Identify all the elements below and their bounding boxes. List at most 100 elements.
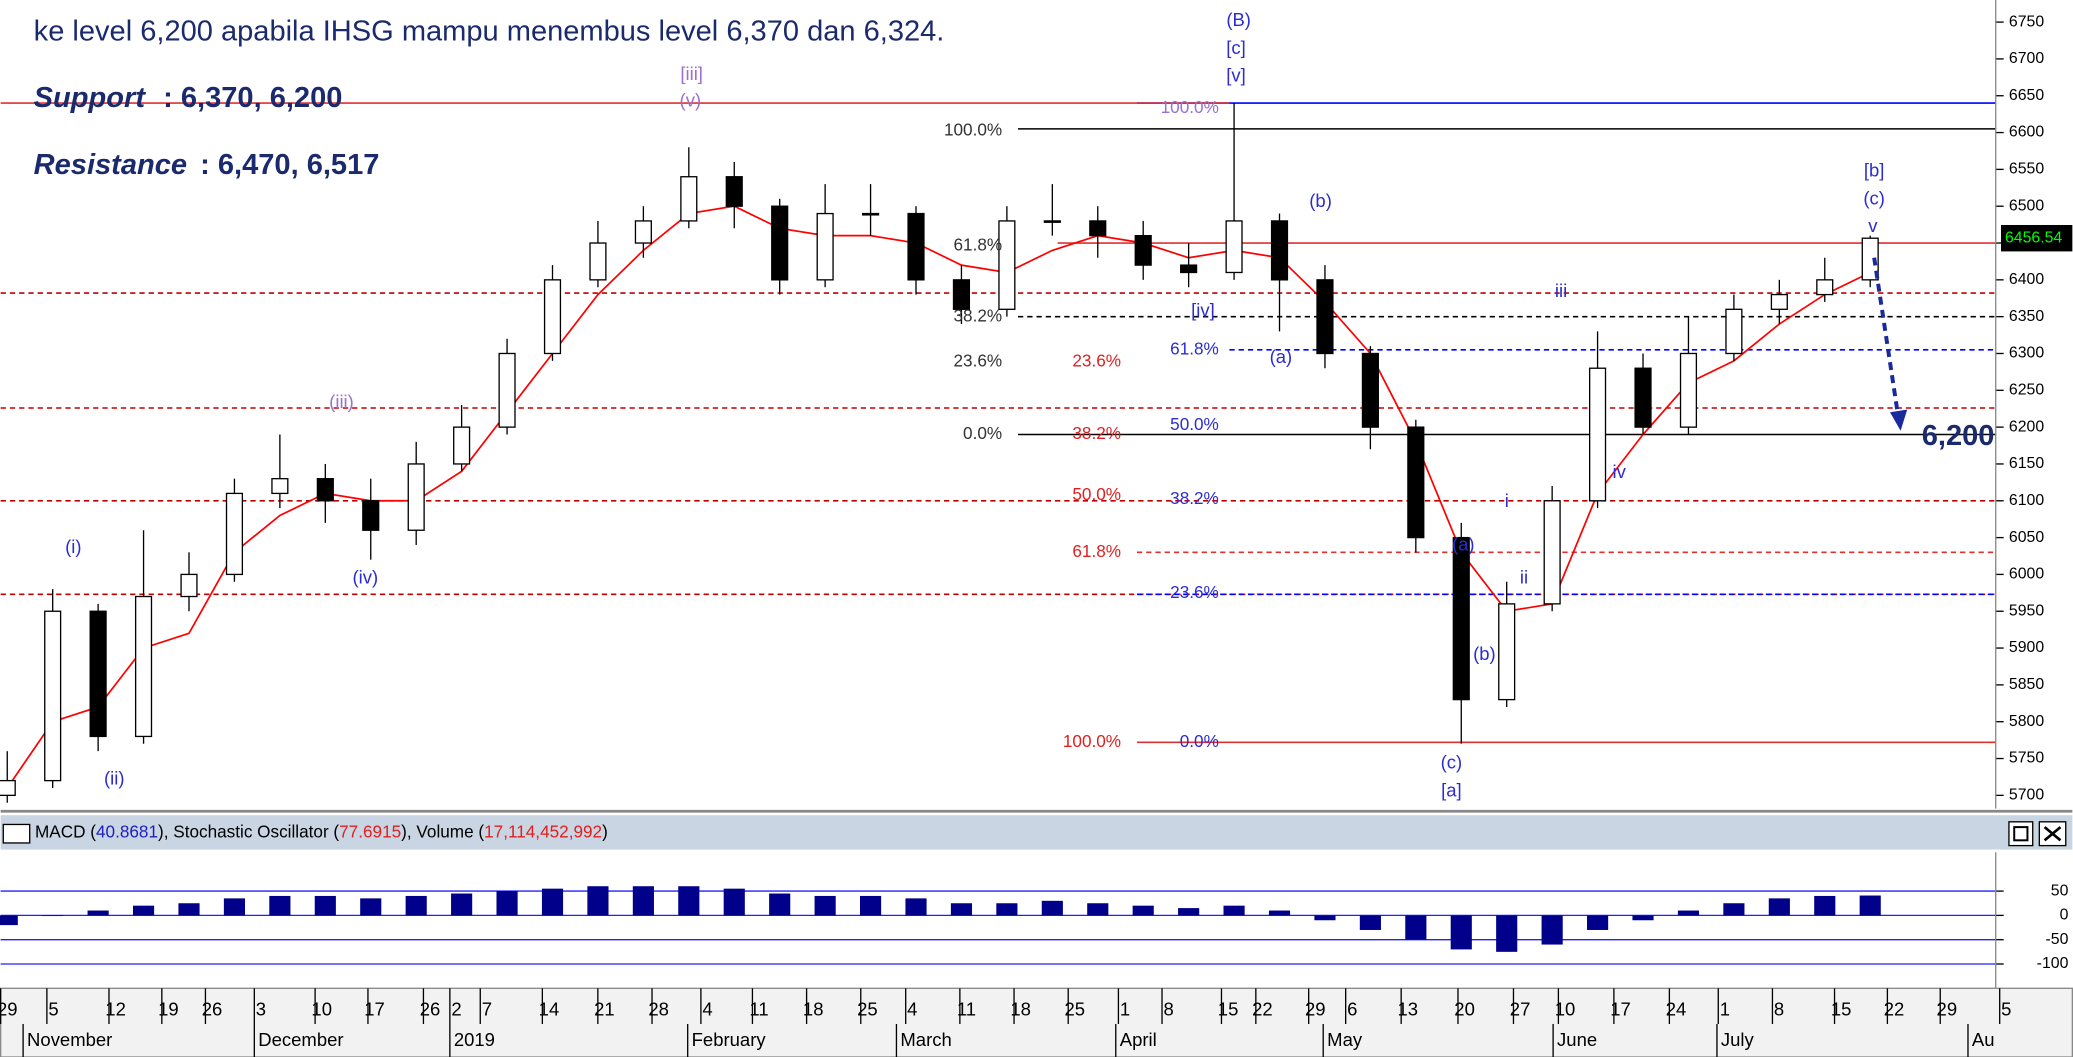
date-label: 15 <box>1831 999 1852 1020</box>
month-label: March <box>900 1029 951 1050</box>
y-tick-label: 6650 <box>2009 87 2044 104</box>
month-label: 2019 <box>454 1029 495 1050</box>
macd-bar <box>1087 903 1109 916</box>
candle-body <box>1861 237 1879 281</box>
date-label: 12 <box>105 999 126 1020</box>
y-tick-label: 5850 <box>2009 676 2044 693</box>
wave-label: [iii] <box>680 63 703 84</box>
date-label: 29 <box>1305 999 1326 1020</box>
candle-body <box>271 478 289 495</box>
candle-body <box>1770 293 1788 310</box>
candle-body <box>1225 220 1243 274</box>
candle-body <box>498 352 516 428</box>
candle-body <box>907 212 925 281</box>
candle-body <box>89 610 107 738</box>
macd-bar <box>1723 903 1745 916</box>
date-label: 14 <box>539 999 560 1020</box>
y-tick-label: 0 <box>2060 907 2069 924</box>
candle-body <box>1316 279 1334 355</box>
macd-bar <box>860 895 882 916</box>
candle-body <box>998 220 1016 310</box>
fib-label: 38.2% <box>1072 423 1121 443</box>
wave-label: (i) <box>65 536 81 557</box>
candle-body <box>1270 220 1289 281</box>
macd-bar <box>1450 915 1472 950</box>
candle-body <box>453 426 471 465</box>
maximize-button[interactable] <box>2008 821 2034 847</box>
candle-body <box>771 205 789 281</box>
target-label: 6,200 <box>1922 420 1995 452</box>
wave-label: (iv) <box>352 567 378 588</box>
candle-body <box>952 279 971 310</box>
resistance-text: : 6,470, 6,517 <box>200 149 379 181</box>
candle-body <box>0 779 16 797</box>
legend-part: 40.8681 <box>96 821 158 841</box>
macd-bar <box>1314 915 1336 921</box>
macd-bar <box>905 898 927 916</box>
macd-bar <box>42 915 64 917</box>
macd-bar <box>769 893 791 916</box>
y-tick-label: 5800 <box>2009 713 2044 730</box>
date-label: 2 <box>451 999 461 1020</box>
y-tick-label: 6150 <box>2009 455 2044 472</box>
support-text: : 6,370, 6,200 <box>163 82 342 114</box>
macd-bar <box>1768 898 1790 916</box>
date-label: 3 <box>256 999 266 1020</box>
date-label: 8 <box>1163 999 1173 1020</box>
y-tick-label: 50 <box>2051 882 2069 899</box>
y-tick-label: 6100 <box>2009 492 2044 509</box>
y-tick-label: 6250 <box>2009 381 2044 398</box>
candle-body <box>1679 352 1698 428</box>
date-label: 11 <box>749 999 768 1020</box>
y-tick-label: 6700 <box>2009 50 2044 67</box>
macd-bar <box>0 915 18 926</box>
wave-label: (b) <box>1473 643 1496 664</box>
y-tick-label: 5700 <box>2009 787 2044 804</box>
date-label: 10 <box>311 999 332 1020</box>
macd-bar <box>269 895 291 916</box>
macd-bar <box>1677 910 1700 916</box>
wave-label: ii <box>1520 567 1528 588</box>
date-label: 4 <box>702 999 712 1020</box>
date-axis <box>0 987 2073 1057</box>
price-panel: 5700 5750 5800 5850 5900 5950 6000 6050 6100 6150… <box>0 9 2073 804</box>
candle-body <box>180 573 198 598</box>
wave-label: (c) <box>1863 187 1885 208</box>
macd-bar <box>678 886 700 916</box>
legend-part: ), Volume ( <box>401 821 484 841</box>
price-tag <box>2001 224 2073 252</box>
macd-bar <box>1632 915 1654 921</box>
fib-label: 61.8% <box>1072 541 1121 561</box>
candle-body <box>1452 536 1470 701</box>
macd-bar <box>950 903 973 916</box>
date-label: 17 <box>1610 999 1631 1020</box>
wave-label: [b] <box>1864 160 1885 181</box>
wave-label: (b) <box>1309 190 1332 211</box>
date-label: 15 <box>1218 999 1239 1020</box>
month-label: April <box>1120 1029 1157 1050</box>
price-tag-label: 6456.54 <box>2005 229 2062 246</box>
candle-body <box>1180 264 1198 274</box>
panel-icon <box>2 823 31 844</box>
y-tick-label: 6200 <box>2009 418 2044 435</box>
candle-body <box>1407 426 1425 539</box>
fib-label: 100.0% <box>944 119 1002 139</box>
fib-label: 50.0% <box>1072 484 1121 504</box>
candle-body <box>1634 367 1652 428</box>
y-tick-label: 6750 <box>2009 13 2044 30</box>
macd-bar <box>587 886 609 916</box>
legend-part: 17,114,452,992 <box>484 821 602 841</box>
date-label: 18 <box>803 999 824 1020</box>
candle-body <box>816 212 834 281</box>
date-label: 27 <box>1510 999 1531 1020</box>
indicator-legend: MACD (40.8681), Stochastic Oscillator (7… <box>35 821 608 841</box>
y-tick-label: 6600 <box>2009 124 2044 141</box>
legend-part: MACD ( <box>35 821 96 841</box>
candle-body <box>316 478 334 502</box>
date-label: 22 <box>1252 999 1273 1020</box>
macd-bar <box>1041 900 1063 916</box>
macd-bar <box>314 895 336 916</box>
y-tick-label: 6000 <box>2009 566 2044 583</box>
fib-label: 38.2% <box>1170 488 1219 508</box>
